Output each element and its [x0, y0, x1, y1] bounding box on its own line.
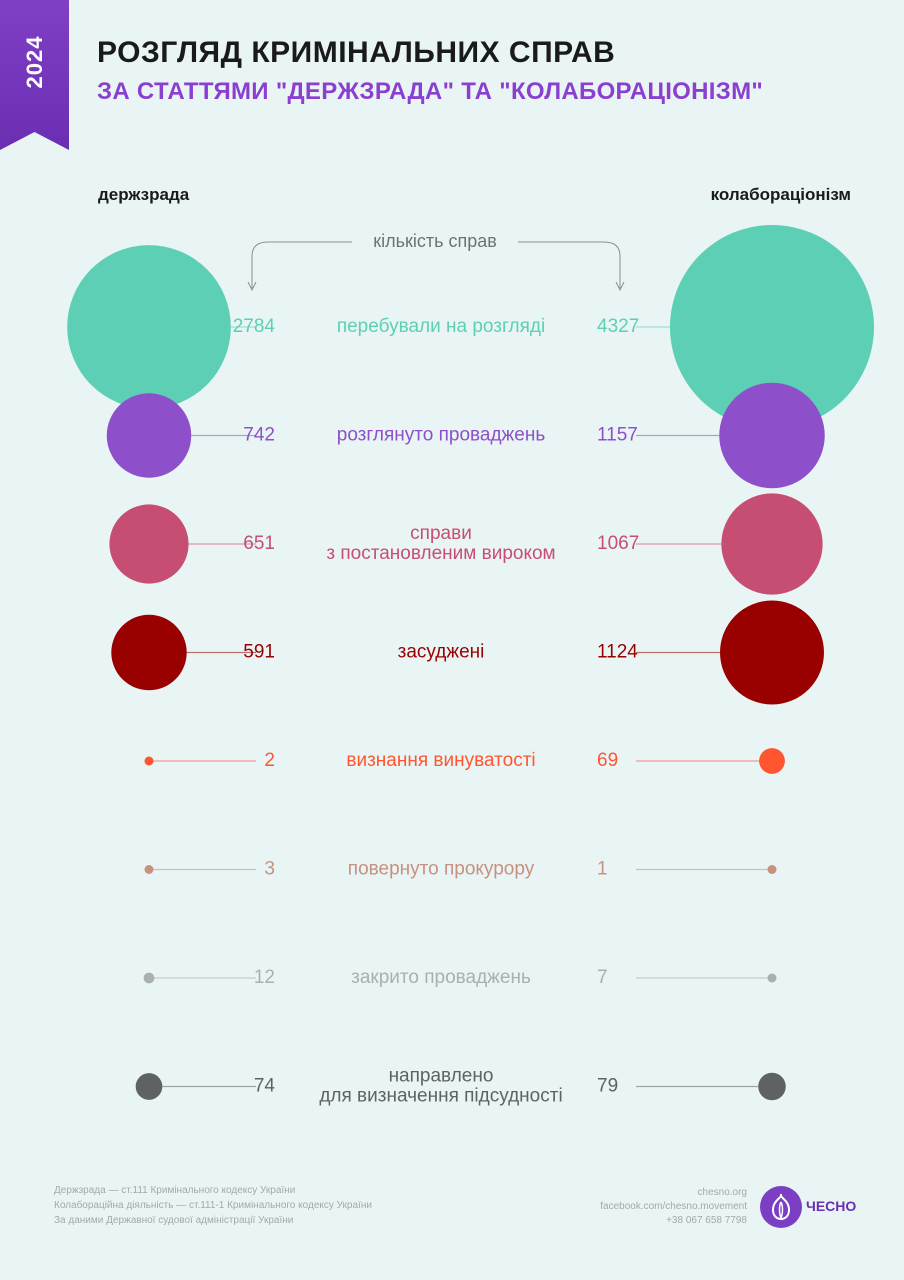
left-value: 651: [243, 533, 275, 554]
left-bubble: [109, 504, 189, 584]
right-bubble: [767, 973, 777, 983]
left-value: 3: [264, 859, 275, 880]
right-bubble: [767, 865, 777, 874]
left-value: 2: [264, 750, 275, 771]
right-bubble: [721, 493, 823, 595]
left-value: 591: [243, 642, 275, 663]
page-subtitle: ЗА СТАТТЯМИ "ДЕРЖЗРАДА" ТА "КОЛАБОРАЦІОН…: [97, 78, 764, 105]
right-arrow-icon: [615, 281, 625, 292]
row-label: для визначення підсудності: [319, 1086, 562, 1107]
left-bubble: [143, 972, 155, 984]
left-bracket-line: [251, 241, 352, 288]
row-label: закрито проваджень: [351, 967, 531, 988]
footer-note: Колабораційна діяльність — ст.111-1 Крим…: [54, 1200, 372, 1211]
row-label: з постановленим вироком: [326, 543, 555, 564]
row-label: направлено: [389, 1066, 494, 1087]
footer-notes: Держзрада — ст.111 Кримінального кодексу…: [54, 1183, 372, 1228]
right-bubble: [759, 748, 785, 774]
right-bubble: [719, 382, 825, 489]
row-label: справи: [410, 523, 472, 544]
right-value: 69: [597, 750, 618, 771]
right-group-label: колабораціонізм: [710, 185, 851, 204]
row-label: розглянуто проваджень: [337, 425, 546, 446]
website-link[interactable]: chesno.org: [697, 1187, 747, 1198]
phone-number: +38 067 658 7798: [666, 1215, 747, 1226]
row-label: повернуто прокурору: [348, 859, 535, 880]
facebook-link[interactable]: facebook.com/chesno.movement: [600, 1201, 747, 1212]
logo-text: ЧЕСНО: [806, 1198, 857, 1214]
right-value: 1124: [597, 642, 638, 663]
footer-contacts: chesno.org facebook.com/chesno.movement …: [600, 1186, 747, 1228]
left-bubble: [144, 865, 154, 874]
left-bubble: [106, 393, 192, 478]
row-label: перебували на розгляді: [337, 316, 545, 337]
footer-note: Держзрада — ст.111 Кримінального кодексу…: [54, 1185, 296, 1196]
left-value: 2784: [233, 316, 276, 337]
left-group-label: держзрада: [98, 185, 190, 204]
right-bubble: [720, 600, 824, 705]
left-value: 74: [254, 1076, 276, 1097]
garlic-icon: [760, 1186, 802, 1228]
left-bubble: [135, 1073, 163, 1100]
left-value: 12: [254, 967, 275, 988]
right-value: 79: [597, 1076, 618, 1097]
left-bubble: [144, 756, 154, 766]
right-value: 7: [597, 967, 608, 988]
right-value: 1157: [597, 425, 638, 446]
left-bubble: [111, 614, 187, 691]
right-bracket-line: [518, 241, 621, 288]
bubble-chart: кількість справ 2784 4327 перебували на роз…: [67, 225, 874, 1107]
row-label: визнання винуватості: [346, 750, 535, 771]
right-bubble: [758, 1072, 786, 1101]
right-value: 4327: [597, 316, 639, 337]
left-arrow-icon: [247, 281, 257, 292]
right-value: 1: [597, 859, 608, 880]
footer-note: За даними Державної судової адміністраці…: [54, 1215, 294, 1226]
left-value: 742: [243, 425, 275, 446]
row-label: засуджені: [398, 642, 485, 663]
year-ribbon: 2024: [0, 0, 69, 150]
right-value: 1067: [597, 533, 639, 554]
left-bubble: [67, 245, 231, 409]
right-bubble: [670, 225, 874, 429]
axis-note: кількість справ: [373, 231, 497, 251]
page-title: РОЗГЛЯД КРИМІНАЛЬНИХ СПРАВ: [97, 36, 616, 69]
